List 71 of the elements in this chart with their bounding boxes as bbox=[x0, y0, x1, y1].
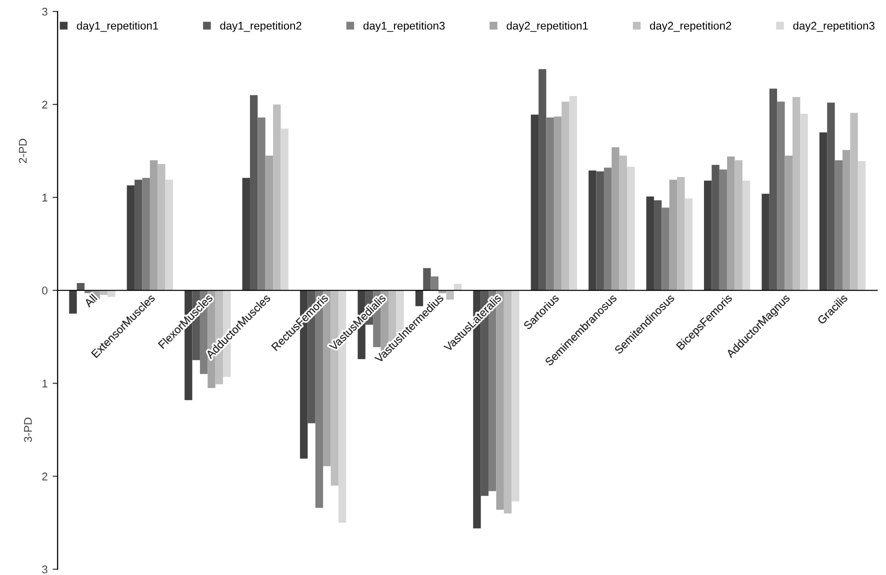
bar bbox=[858, 161, 866, 290]
bar bbox=[719, 170, 728, 290]
y-tick-label: 2 bbox=[42, 472, 48, 480]
bar bbox=[734, 160, 742, 290]
bar bbox=[258, 117, 266, 290]
bar bbox=[850, 112, 858, 290]
bar bbox=[530, 114, 539, 290]
y-tick-label: 1 bbox=[42, 380, 48, 388]
bar bbox=[134, 180, 142, 290]
bar bbox=[512, 290, 520, 502]
bar bbox=[604, 168, 612, 290]
bar bbox=[819, 132, 828, 290]
bar bbox=[684, 198, 692, 290]
bar bbox=[712, 164, 720, 290]
bar bbox=[538, 69, 546, 290]
bar bbox=[777, 102, 785, 290]
bar bbox=[784, 156, 792, 290]
bar bbox=[126, 185, 135, 290]
y-tick-label: 3 bbox=[42, 566, 48, 574]
bar bbox=[588, 170, 596, 290]
y-axis-title: 2-PD bbox=[18, 138, 27, 164]
bar bbox=[619, 156, 628, 290]
bar bbox=[158, 164, 166, 290]
bar bbox=[430, 276, 439, 290]
y-tick-label: 1 bbox=[42, 194, 48, 202]
bar bbox=[612, 147, 620, 290]
bar bbox=[562, 102, 570, 290]
y-tick-label: 3 bbox=[42, 8, 48, 16]
bar bbox=[504, 290, 512, 514]
bar bbox=[704, 180, 712, 290]
bar bbox=[627, 166, 635, 290]
legend-label: day2_repetition3 bbox=[793, 22, 874, 32]
bar bbox=[569, 96, 578, 290]
bar bbox=[769, 88, 778, 290]
bar bbox=[546, 117, 554, 290]
bar bbox=[423, 268, 431, 290]
bar bbox=[800, 114, 808, 290]
bar bbox=[273, 104, 281, 290]
bar bbox=[762, 194, 770, 290]
bar bbox=[792, 97, 800, 290]
bar bbox=[669, 180, 678, 290]
bar bbox=[742, 180, 750, 290]
legend-label: day2_repetition1 bbox=[506, 22, 588, 32]
bar bbox=[69, 290, 77, 314]
bar bbox=[242, 178, 250, 290]
bar bbox=[454, 284, 462, 290]
bar bbox=[76, 282, 85, 290]
text: 3-PD bbox=[24, 418, 32, 442]
bar bbox=[142, 178, 150, 290]
legend-label: day1_repetition3 bbox=[363, 22, 445, 32]
bar bbox=[727, 156, 735, 290]
bar bbox=[280, 128, 288, 290]
bar bbox=[265, 156, 274, 290]
bar bbox=[250, 95, 258, 290]
bar bbox=[662, 208, 670, 290]
bar bbox=[165, 180, 174, 290]
bar bbox=[108, 290, 116, 297]
legend-label: day1_repetition2 bbox=[220, 22, 302, 32]
bar bbox=[827, 102, 835, 290]
bar bbox=[596, 171, 604, 290]
legend-label: day1_repetition1 bbox=[76, 22, 158, 32]
bar bbox=[554, 116, 562, 290]
bar bbox=[677, 176, 685, 290]
bar bbox=[834, 160, 843, 290]
bar bbox=[654, 200, 662, 290]
legend-label: day2_repetition2 bbox=[650, 22, 732, 32]
bar bbox=[150, 160, 158, 290]
y-tick-label: 2 bbox=[42, 100, 48, 108]
y-tick-label: 0 bbox=[42, 286, 48, 295]
bar bbox=[842, 150, 850, 290]
bar bbox=[646, 196, 654, 290]
